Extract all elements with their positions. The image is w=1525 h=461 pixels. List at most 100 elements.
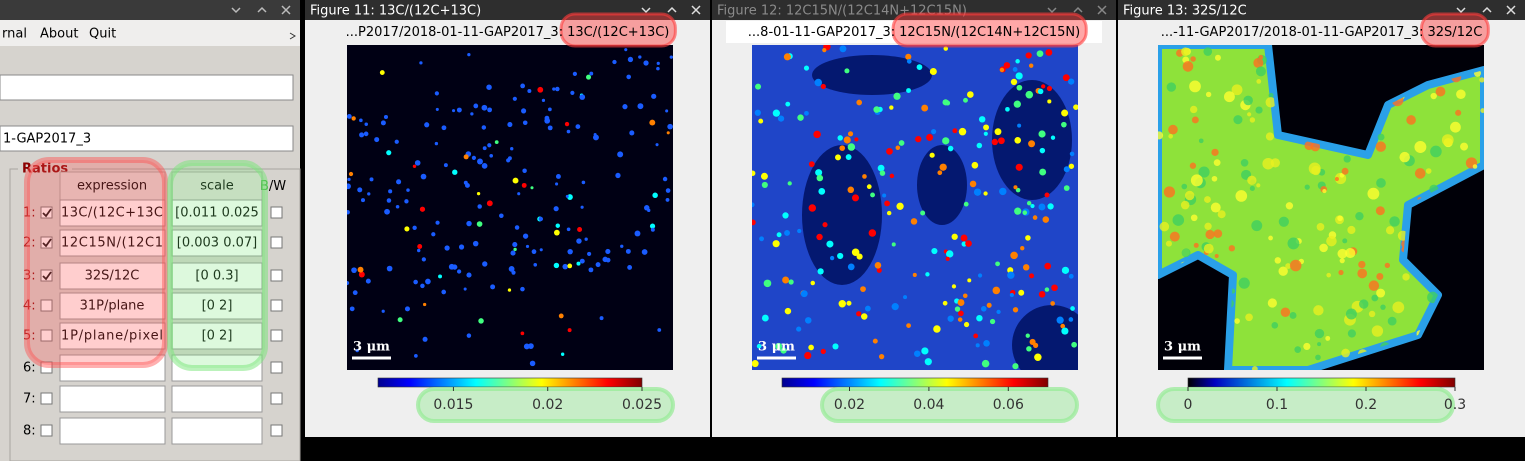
scale-field[interactable] [171,385,263,413]
expression-field[interactable] [59,292,166,320]
expression-field[interactable] [59,262,166,290]
image-spot [577,227,583,232]
minimize-button[interactable] [231,7,241,14]
image-spot [414,353,418,358]
bw-checkbox[interactable] [270,361,283,374]
image-spot [1047,99,1052,104]
image-spot [1029,63,1034,68]
minimize-button[interactable] [1047,7,1057,14]
checkbox[interactable] [40,329,53,342]
maximize-button[interactable] [257,6,267,13]
maximize-button[interactable] [1482,6,1492,13]
bw-checkbox[interactable] [270,269,283,282]
checkbox[interactable] [40,236,53,249]
image-spot [422,336,428,342]
colorbar [377,377,643,388]
image-spot [1285,202,1294,210]
image-spot [638,55,642,59]
close-button[interactable] [1506,5,1516,15]
image-spot [797,114,804,121]
checkbox[interactable] [40,206,53,219]
expression-field[interactable] [59,385,166,413]
scale-field[interactable] [171,322,263,350]
checkbox[interactable] [40,269,53,282]
image-spot [620,244,624,248]
expression-field[interactable] [59,199,166,227]
image-spot [1249,117,1256,123]
bw-checkbox[interactable] [270,329,283,342]
bw-checkbox[interactable] [270,206,283,219]
image-spot [1203,47,1213,56]
image-spot [435,220,440,225]
checkbox[interactable] [40,299,53,312]
checkbox[interactable] [40,424,53,437]
close-button[interactable] [691,5,701,15]
image-spot [1015,59,1020,64]
image-spot [1028,140,1036,148]
checkbox[interactable] [40,361,53,374]
image-spot [889,173,895,179]
maximize-button[interactable] [667,6,677,13]
row-index: 2: [23,236,36,251]
bw-checkbox[interactable] [270,424,283,437]
scale-field[interactable] [171,199,263,227]
bw-checkbox[interactable] [270,299,283,312]
maximize-button[interactable] [1073,6,1083,13]
image-spot [512,96,517,101]
expression-field[interactable] [59,417,166,445]
bw-checkbox[interactable] [270,236,283,249]
image-spot [1256,183,1261,188]
expression-field[interactable] [59,229,166,257]
checkbox[interactable] [40,392,53,405]
close-button[interactable] [281,5,291,15]
scale-field[interactable] [171,417,263,445]
image-spot [860,313,868,320]
image-spot [1038,130,1046,138]
colorbar-tick-label: 0.1 [1266,397,1288,413]
image-spot [983,131,988,136]
menu-icon [289,32,296,40]
image-spot [456,107,462,113]
scale-text: [0.011 0.025 [175,206,259,221]
image-spot [960,234,968,242]
minimize-button[interactable] [641,7,651,14]
image-spot [1050,135,1056,140]
image-spot [624,48,628,52]
close-button[interactable] [1097,5,1107,15]
image-spot [839,45,847,53]
bw-checkbox[interactable] [270,392,283,405]
image-spot [1039,147,1046,154]
image-spot [1061,121,1067,128]
figure-windows: Figure 11: 13C/(12C+13C) 3 μm 0.015 0.02 0.0… [305,0,1525,437]
row-index: 4: [23,299,36,314]
image-spot [870,192,875,198]
image-spot [1268,235,1273,241]
image-spot [1441,134,1454,146]
image-spot [772,240,780,248]
image-spot [487,107,493,113]
image-spot [380,120,386,126]
image-spot [553,229,560,236]
menu-item[interactable]: Quit [89,27,116,42]
image-spot [1355,211,1364,221]
menu-item[interactable]: About [40,27,78,42]
image-spot [589,71,594,76]
scale-field[interactable] [171,262,263,290]
scale-text: [0 2] [202,329,233,344]
text-field[interactable] [0,125,294,152]
image-spot [384,208,390,215]
image-spot [458,244,465,250]
expression-field[interactable] [59,354,166,382]
expression-text: 1P/plane/pixel [61,329,163,344]
image-spot [417,248,421,253]
menu-item[interactable]: rnal [2,27,27,42]
expression-field[interactable] [59,322,166,350]
text-field[interactable] [0,74,294,101]
image-spot [348,171,354,177]
minimize-button[interactable] [1456,7,1466,14]
tick-highlight [1156,387,1455,423]
image-spot [1480,108,1484,113]
image-spot [1223,91,1235,103]
image-spot [657,328,662,332]
image-spot [383,114,389,120]
